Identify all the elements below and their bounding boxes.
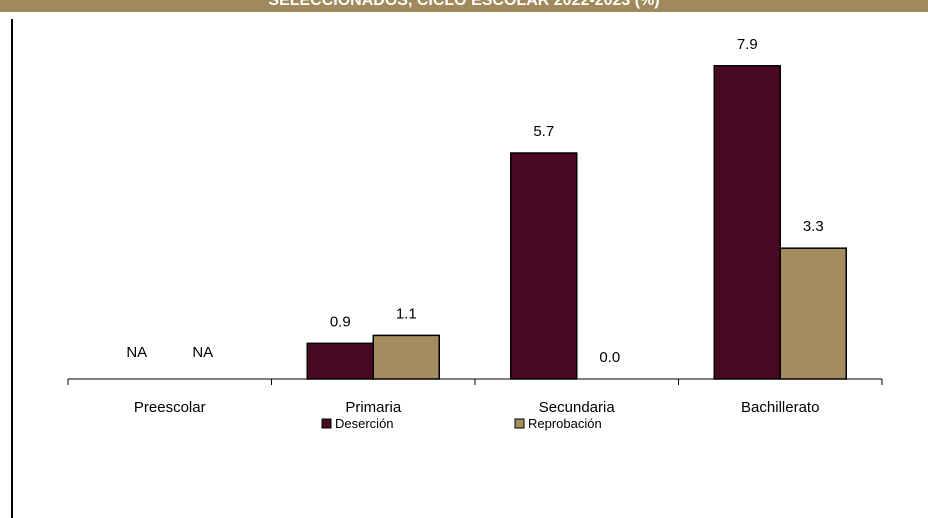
data-label: NA (192, 344, 213, 361)
category-labels-group: Preescolar Primaria Secundaria Bachillerato (134, 399, 820, 416)
bar-desercion (510, 152, 578, 380)
legend-swatch (321, 418, 332, 429)
chart-title: SELECCIONADOS, CICLO ESCOLAR 2022-2023 (… (268, 0, 660, 9)
data-label: 1.1 (396, 305, 417, 322)
category-label: Preescolar (134, 399, 206, 416)
bar-reprobacion (779, 247, 847, 380)
legend: Deserción Reprobación (321, 416, 602, 431)
value-labels-group: NA NA 0.9 1.1 5.7 0.0 7.9 3.3 (126, 36, 823, 366)
category-label: Secundaria (539, 399, 616, 416)
data-label: 5.7 (533, 123, 554, 140)
legend-swatch (514, 418, 525, 429)
category-label: Primaria (345, 399, 401, 416)
title-bar: SELECCIONADOS, CICLO ESCOLAR 2022-2023 (… (0, 0, 928, 12)
data-label: 3.3 (803, 218, 824, 235)
legend-label: Reprobación (528, 416, 602, 431)
data-label: 0.9 (330, 313, 351, 330)
bar-reprobacion (372, 334, 440, 380)
bar-desercion (713, 65, 781, 380)
x-ticks-group (67, 379, 883, 385)
legend-label: Deserción (335, 416, 394, 431)
data-label: 0.0 (599, 349, 620, 366)
category-label: Bachillerato (741, 399, 819, 416)
data-label: NA (126, 344, 147, 361)
data-label: 7.9 (737, 36, 758, 53)
bar-desercion (306, 342, 374, 380)
bars-group (306, 65, 847, 380)
frame-left-border (11, 19, 13, 518)
